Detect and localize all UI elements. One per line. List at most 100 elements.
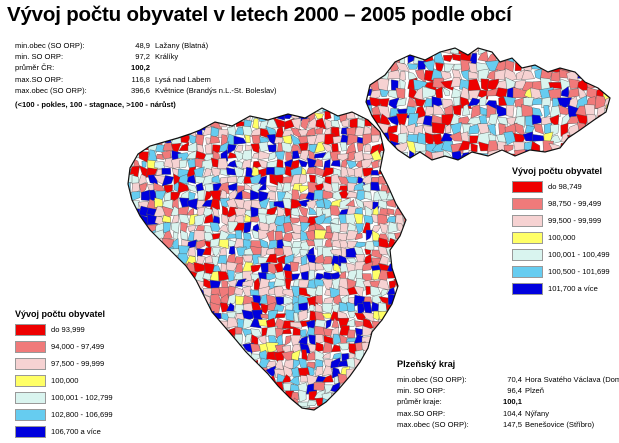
municipality-cell — [138, 374, 149, 387]
municipality-cell — [193, 376, 206, 384]
municipality-cell — [330, 407, 343, 410]
municipality-cell — [387, 374, 398, 387]
municipality-cell — [364, 240, 375, 251]
municipality-cell — [161, 175, 174, 187]
municipality-cell — [308, 269, 315, 282]
legend-label: 98,750 - 99,499 — [548, 199, 602, 208]
municipality-cell — [128, 221, 133, 234]
municipality-cell — [128, 269, 132, 280]
municipality-cell — [148, 333, 158, 347]
municipality-cell — [130, 279, 142, 291]
municipality-cell — [363, 400, 375, 410]
municipality-cell — [345, 191, 357, 198]
municipality-cell — [377, 326, 390, 338]
municipality-cell — [444, 160, 453, 170]
municipality-cell — [283, 365, 294, 378]
municipality-cell — [220, 341, 230, 352]
municipality-cell — [148, 118, 158, 129]
municipality-cell — [145, 392, 156, 400]
municipality-cell — [154, 405, 165, 410]
municipality-cell — [314, 349, 324, 363]
municipality-cell — [148, 312, 158, 321]
municipality-cell — [137, 269, 147, 281]
municipality-cell — [363, 191, 372, 201]
municipality-cell — [156, 397, 165, 408]
municipality-cell — [557, 52, 568, 63]
municipality-cell — [396, 262, 406, 274]
municipality-cell — [370, 169, 380, 176]
municipality-cell — [128, 341, 134, 355]
municipality-cell — [137, 333, 151, 344]
legend-item: 102,800 - 106,699 — [15, 409, 113, 426]
municipality-cell — [145, 261, 157, 272]
municipality-cell — [130, 270, 141, 281]
municipality-cell — [354, 197, 365, 211]
municipality-cell — [140, 110, 150, 120]
municipality-cell — [368, 48, 382, 56]
municipality-cell — [220, 384, 231, 392]
municipality-cell — [306, 198, 319, 211]
czech-republic-outline — [365, 47, 611, 161]
municipality-cell — [521, 48, 533, 53]
municipality-cell — [378, 166, 388, 175]
municipality-cell — [132, 222, 141, 231]
municipality-cell — [290, 391, 299, 402]
municipality-cell — [276, 408, 284, 410]
municipality-cell — [386, 365, 398, 378]
municipality-cell — [139, 285, 151, 296]
municipality-cell — [512, 86, 527, 99]
municipality-cell — [322, 374, 334, 383]
municipality-cell — [179, 159, 188, 169]
municipality-cell — [130, 287, 143, 299]
municipality-cell — [229, 350, 237, 360]
legend-item: 97,500 - 99,999 — [15, 358, 105, 375]
municipality-cell — [559, 143, 571, 154]
municipality-cell — [196, 358, 205, 368]
municipality-cell — [388, 319, 399, 328]
municipality-cell — [146, 398, 156, 410]
municipality-cell — [314, 222, 326, 231]
municipality-cell — [178, 120, 191, 128]
municipality-cell — [389, 149, 399, 160]
municipality-cell — [366, 54, 371, 63]
municipality-cell — [226, 293, 237, 306]
municipality-cell — [228, 361, 236, 371]
municipality-cell — [266, 273, 279, 282]
municipality-cell — [417, 158, 428, 160]
municipality-cell — [377, 213, 388, 226]
municipality-cell — [321, 167, 335, 178]
municipality-cell — [265, 342, 279, 355]
municipality-cell — [187, 342, 198, 352]
municipality-cell — [370, 399, 381, 409]
municipality-cell — [380, 406, 389, 410]
municipality-cell — [171, 350, 179, 362]
municipality-cell — [485, 158, 500, 160]
municipality-cell — [300, 254, 308, 267]
legend-national: Vývoj počtu obyvatel do 98,749 98,750 - … — [512, 166, 610, 300]
municipality-cell — [321, 150, 332, 160]
municipality-cell — [395, 333, 406, 347]
municipality-cell — [194, 214, 205, 227]
municipality-cell — [298, 302, 308, 311]
municipality-cell — [128, 382, 135, 392]
municipality-cell — [603, 124, 610, 133]
municipality-cell — [321, 263, 333, 272]
municipality-cell — [361, 261, 374, 272]
municipality-cell — [244, 134, 251, 143]
municipality-cell — [266, 382, 276, 395]
municipality-cell — [267, 406, 279, 410]
municipality-cell — [333, 375, 339, 385]
municipality-cell — [234, 358, 244, 370]
municipality-cell — [194, 352, 207, 363]
municipality-cell — [194, 367, 205, 379]
municipality-cell — [355, 408, 367, 410]
municipality-cell — [179, 296, 190, 304]
municipality-cell — [273, 350, 285, 362]
municipality-cell — [162, 128, 175, 135]
municipality-cell — [387, 158, 400, 160]
municipality-cell — [241, 309, 255, 321]
municipality-cell — [157, 119, 167, 130]
municipality-cell — [154, 335, 166, 346]
municipality-cell — [133, 158, 141, 169]
municipality-cell — [257, 181, 267, 191]
